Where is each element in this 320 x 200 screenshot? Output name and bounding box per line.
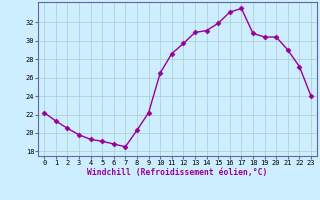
X-axis label: Windchill (Refroidissement éolien,°C): Windchill (Refroidissement éolien,°C) bbox=[87, 168, 268, 177]
